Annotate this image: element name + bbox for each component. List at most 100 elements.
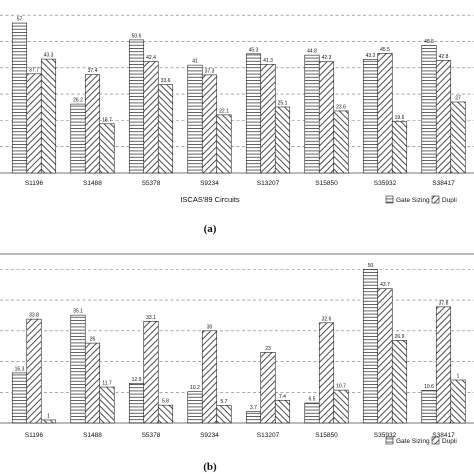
bar [187,64,203,174]
legend-swatch [431,436,440,445]
x-tick-label: S35932 [374,432,397,439]
data-label: 37.4 [88,68,98,74]
legend-label: Dupli [442,197,457,204]
data-label: 26 [90,337,96,343]
bar [391,121,408,174]
bar [304,402,320,424]
bar [304,54,320,174]
data-label: 50.6 [132,33,142,39]
data-label: 42.3 [322,55,332,61]
bar [128,383,145,424]
data-label: 43.7 [380,282,390,288]
data-label: 7.4 [279,394,286,400]
data-label: 1 [457,373,460,379]
bar [391,340,408,424]
bar [143,320,159,424]
bar-group: 50 43.7 26.9 [362,263,408,424]
bar-group: 12.9 33.1 5.8 [128,315,174,424]
data-label: 41 [192,59,198,65]
bar [26,73,42,174]
bar [26,318,42,424]
data-label: 44.8 [307,49,317,55]
bar [421,45,437,174]
bar [187,391,203,424]
bar [201,330,218,424]
bar [40,419,57,424]
data-label: 10.7 [336,384,346,390]
x-tick-label: S1196 [25,180,44,187]
data-label: 25.1 [278,100,288,106]
bar [362,59,379,174]
plot-frame [0,172,474,174]
bar [201,74,218,174]
data-label: 26.9 [395,334,405,340]
x-tick-label: S1196 [25,432,44,439]
data-label: 23 [265,346,271,352]
legend-label: Gate Sizing [396,438,430,445]
data-label: 6.5 [309,397,316,403]
x-tick-label: S5378 [142,180,161,187]
bar-group: 50.6 42.4 33.6 [128,33,174,174]
bar [11,372,28,424]
bar [362,269,379,424]
data-label: 26.2 [73,98,83,104]
bar [40,58,57,174]
data-label: 32.6 [322,316,332,322]
bar [333,389,349,424]
panel-label: (b) [203,461,217,473]
data-label: 18.7 [102,117,112,123]
bar [435,306,452,424]
data-label: 33.1 [146,315,156,321]
legend-label: Gate Sizing [396,197,430,204]
data-label: 48.5 [424,39,434,45]
bar [421,390,437,424]
x-tick-label: S9234 [200,180,219,187]
data-label: 23.6 [336,104,346,110]
data-label: 10.2 [190,385,200,391]
bar [128,39,145,174]
bar [274,399,291,424]
bar [70,103,86,174]
data-label: 16.3 [15,366,25,372]
data-label: 50 [368,263,374,269]
bar [84,74,101,174]
data-label: 37.3 [205,68,215,74]
data-label: 30 [207,324,213,330]
bar-group: 26.2 37.4 18.7 [70,68,115,174]
bar [260,64,276,174]
data-label: 27 [455,95,461,101]
data-label: 33.8 [29,313,39,319]
x-tick-label: S1488 [83,432,102,439]
data-label: 5.8 [162,399,169,405]
bar [11,22,28,174]
data-label: 12.9 [132,377,142,383]
legend-swatch [385,195,394,204]
bar [99,123,115,174]
bar-group: 43.2 45.5 19.6 [362,47,408,174]
bar [274,106,291,174]
bar [157,84,174,174]
data-label: 22.1 [219,108,229,114]
x-tick-label: S13207 [257,180,280,187]
legend-swatch [385,436,394,445]
data-label: 37.7 [29,67,39,73]
data-label: 1 [47,413,50,419]
x-tick-label: S15850 [315,432,338,439]
chart-panel-a: 35737.743.3S119626.237.418.7S148850.642.… [0,14,474,235]
data-label: 42.4 [146,55,156,61]
legend: Gate Sizing Dupli [385,195,457,204]
bar [143,61,159,174]
bar-group: 41 37.3 22.1 [187,59,232,174]
bar [450,379,466,424]
plot-frame [0,253,474,424]
x-tick-label: S9234 [200,432,219,439]
legend-swatch [431,195,440,204]
bar-group: 3.7 23 7.4 [245,346,291,424]
data-label: 11.7 [102,381,112,387]
bar [377,52,393,174]
data-label: 19.6 [395,115,405,121]
bar [245,411,262,424]
bar [99,386,115,424]
data-label: 3.7 [250,405,257,411]
